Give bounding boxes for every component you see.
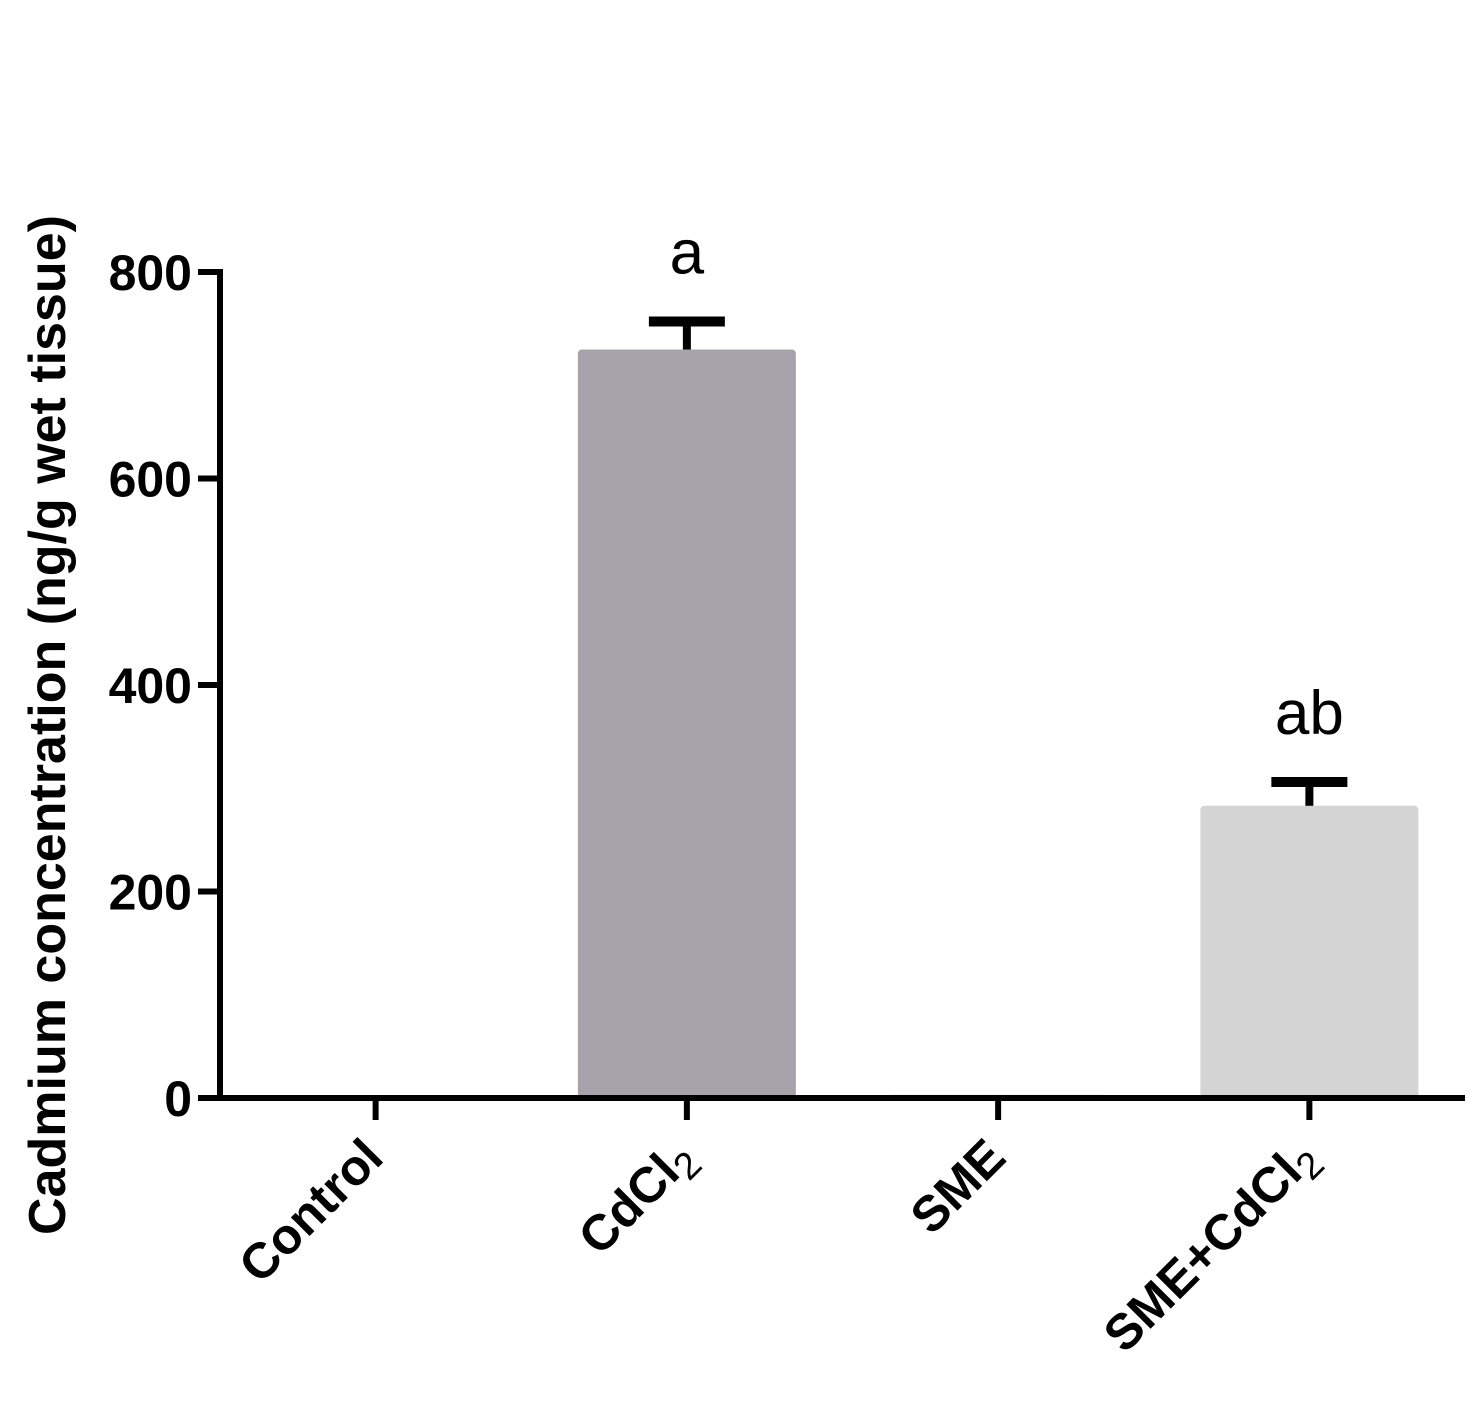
x-tick-label-1: CdCl2 xyxy=(568,1128,711,1271)
x-tick-label-main-0: Control xyxy=(228,1128,393,1293)
x-tick-label-2: SME xyxy=(900,1128,1016,1244)
y-tick-label-3: 600 xyxy=(109,452,192,508)
y-tick-label-0: 0 xyxy=(164,1071,192,1127)
bar-1 xyxy=(577,349,796,1098)
significance-label-1: a xyxy=(670,219,705,288)
bar-3 xyxy=(1200,805,1419,1098)
y-axis-label: Cadmium concentration (ng/g wet tissue) xyxy=(19,215,77,1235)
y-tick-label-4: 800 xyxy=(109,245,192,301)
x-tick-label-0: Control xyxy=(228,1128,393,1293)
x-tick-label-main-2: SME xyxy=(900,1128,1016,1244)
y-tick-label-1: 200 xyxy=(109,865,192,921)
x-tick-label-3: SME+CdCl2 xyxy=(1093,1128,1333,1368)
significance-label-3: ab xyxy=(1275,679,1344,748)
x-tick-label-main-3: SME+CdCl xyxy=(1093,1143,1312,1362)
y-tick-label-2: 400 xyxy=(109,658,192,714)
